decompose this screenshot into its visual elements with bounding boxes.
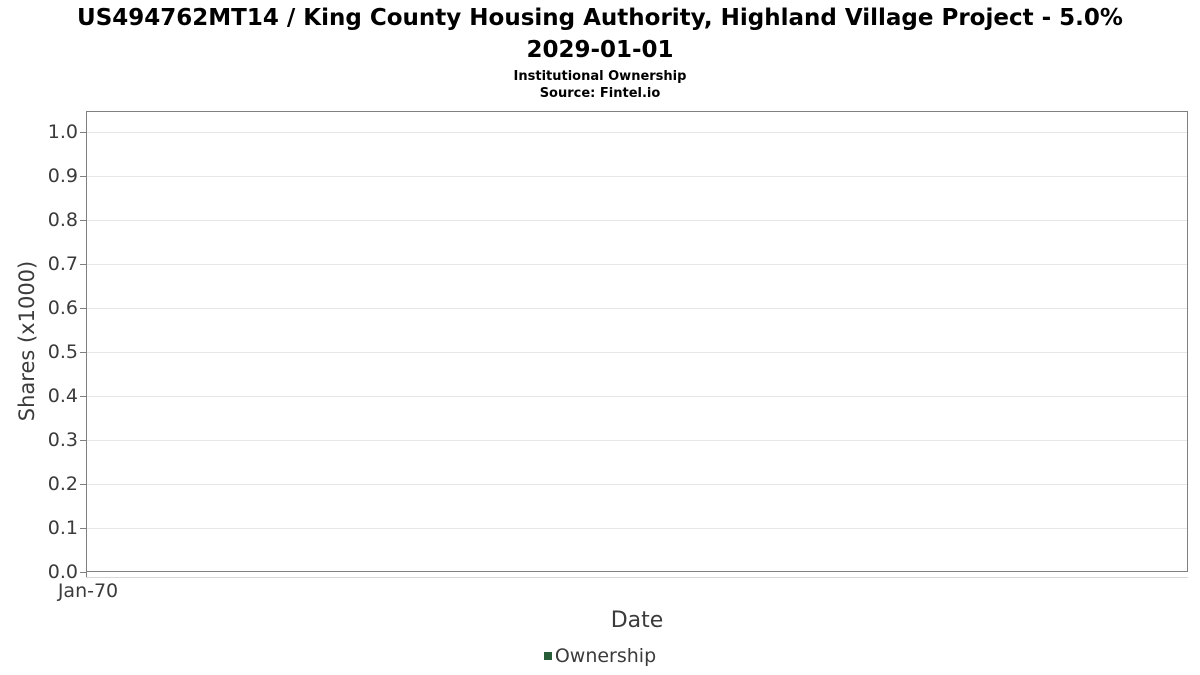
y-gridline <box>87 395 1187 397</box>
y-tick-label: 0.0 <box>47 561 78 583</box>
y-gridline <box>87 175 1187 177</box>
y-tick-mark <box>80 132 86 133</box>
y-tick-label: 0.4 <box>47 385 78 407</box>
y-tick-label: 0.5 <box>47 341 78 363</box>
y-tick-label: 0.3 <box>47 429 78 451</box>
y-gridline <box>87 307 1187 309</box>
y-tick-mark <box>80 396 86 397</box>
plot-area <box>86 111 1188 572</box>
y-gridline <box>87 483 1187 485</box>
y-tick-label: 0.6 <box>47 297 78 319</box>
y-tick-label: 0.8 <box>47 209 78 231</box>
y-gridline <box>87 219 1187 221</box>
x-tick-mark <box>86 572 87 578</box>
y-tick-label: 0.9 <box>47 165 78 187</box>
y-tick-label: 0.7 <box>47 253 78 275</box>
legend-marker-ownership-icon <box>543 652 552 660</box>
y-tick-mark <box>80 440 86 441</box>
y-tick-label: 0.2 <box>47 473 78 495</box>
y-tick-label: 1.0 <box>47 121 78 143</box>
y-gridline <box>87 439 1187 441</box>
x-axis-line <box>86 577 1188 578</box>
x-tick-label-jan-70: Jan-70 <box>57 580 119 602</box>
legend: Ownership <box>0 645 1200 667</box>
y-gridline <box>87 351 1187 353</box>
y-gridline <box>87 527 1187 529</box>
chart-subtitle: Institutional Ownership <box>513 69 687 84</box>
x-axis-title: Date <box>610 608 664 633</box>
y-tick-label: 0.1 <box>47 517 78 539</box>
y-tick-mark <box>80 352 86 353</box>
y-tick-mark <box>80 220 86 221</box>
y-tick-mark <box>80 264 86 265</box>
legend-item-ownership: Ownership <box>543 645 657 667</box>
y-gridline <box>87 131 1187 133</box>
y-gridline <box>87 263 1187 265</box>
y-tick-mark <box>80 484 86 485</box>
chart-title-line1: US494762MT14 / King County Housing Autho… <box>77 5 1123 31</box>
y-tick-mark <box>80 572 86 573</box>
y-tick-mark <box>80 308 86 309</box>
legend-label-ownership: Ownership <box>554 645 657 667</box>
y-tick-mark <box>80 176 86 177</box>
chart-title-line2: 2029-01-01 <box>526 37 674 63</box>
y-tick-mark <box>80 528 86 529</box>
chart-header: US494762MT14 / King County Housing Autho… <box>0 2 1200 102</box>
chart-source-label: Source: Fintel.io <box>539 86 661 101</box>
